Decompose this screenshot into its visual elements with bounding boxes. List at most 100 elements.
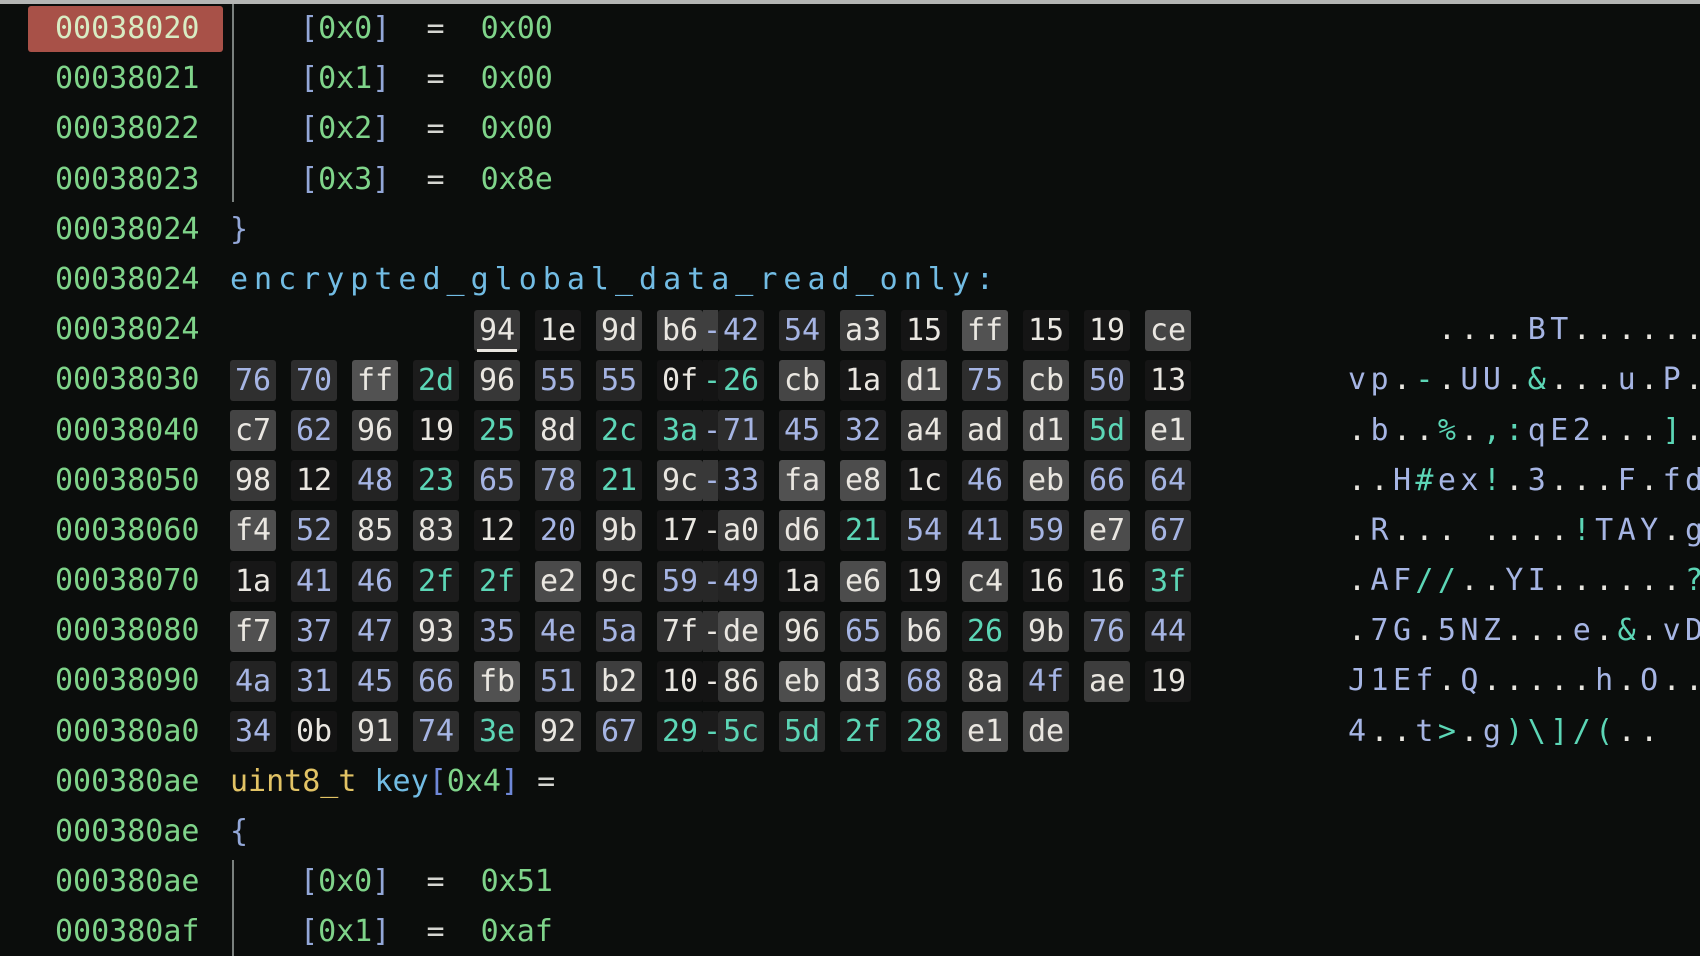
hex-byte-cell[interactable]: 5d bbox=[1084, 410, 1130, 452]
hex-byte-cell[interactable]: 3f bbox=[1145, 560, 1191, 602]
hex-byte-cell[interactable]: de bbox=[1023, 711, 1069, 753]
hex-byte-cell[interactable]: 75 bbox=[962, 359, 1008, 401]
hex-byte-cell[interactable]: 68 bbox=[901, 661, 947, 703]
equals-token[interactable]: = bbox=[426, 914, 445, 950]
hex-byte-cell[interactable]: 76 bbox=[1084, 610, 1130, 652]
address-gutter-item[interactable]: 000380ae bbox=[55, 763, 200, 799]
hex-byte-cell[interactable]: 19 bbox=[1084, 309, 1130, 351]
close-bracket-token[interactable]: ] bbox=[372, 864, 391, 900]
hex-byte-cell[interactable]: 8d bbox=[535, 410, 581, 452]
address-gutter-item[interactable]: 00038023 bbox=[55, 161, 200, 197]
hex-byte-cell[interactable]: 5a bbox=[596, 610, 642, 652]
brace-token[interactable]: } bbox=[230, 211, 249, 247]
byte-value-token[interactable]: 0x51 bbox=[480, 864, 553, 900]
hex-byte-cell[interactable]: 13 bbox=[1145, 359, 1191, 401]
address-gutter-item[interactable]: 000380a0 bbox=[55, 713, 200, 749]
address-gutter-item[interactable]: 000380af bbox=[55, 914, 200, 950]
hex-byte-cell[interactable]: 67 bbox=[596, 711, 642, 753]
hex-byte-cell[interactable]: 65 bbox=[840, 610, 886, 652]
type-keyword-token[interactable]: uint8_t bbox=[230, 763, 357, 799]
hex-byte-cell[interactable]: 21 bbox=[840, 510, 886, 552]
close-bracket-token[interactable]: ] bbox=[372, 111, 391, 147]
address-gutter-item-selected[interactable]: 00038020 bbox=[28, 6, 223, 52]
open-bracket-token[interactable]: [ bbox=[300, 914, 319, 950]
hex-byte-cell[interactable]: b6 bbox=[901, 610, 947, 652]
hex-byte-cell[interactable]: b6 bbox=[657, 309, 703, 351]
hex-byte-cell[interactable]: 64 bbox=[1145, 460, 1191, 502]
address-gutter-item[interactable]: 00038050 bbox=[55, 462, 200, 498]
hex-byte-cell[interactable]: c4 bbox=[962, 560, 1008, 602]
hex-byte-cell[interactable]: 12 bbox=[291, 460, 337, 502]
space[interactable] bbox=[445, 61, 481, 96]
hex-byte-cell[interactable]: 2d bbox=[413, 359, 459, 401]
close-bracket-token[interactable]: ] bbox=[372, 161, 391, 197]
space[interactable] bbox=[445, 11, 481, 46]
hex-byte-cell[interactable]: fa bbox=[779, 460, 825, 502]
hex-byte-cell[interactable]: d1 bbox=[901, 359, 947, 401]
ascii-column-text[interactable]: J1Ef.Q.....h.O.. bbox=[1348, 656, 1700, 706]
space[interactable] bbox=[390, 864, 426, 899]
address-gutter-item[interactable]: 00038090 bbox=[55, 663, 200, 699]
hex-byte-cell[interactable]: 2f bbox=[413, 560, 459, 602]
space[interactable] bbox=[445, 914, 481, 949]
hex-byte-cell[interactable]: 83 bbox=[413, 510, 459, 552]
open-bracket-token[interactable]: [ bbox=[300, 61, 319, 97]
array-index-token[interactable]: 0x0 bbox=[318, 11, 373, 46]
ascii-column-text[interactable]: .R... ....!TAY.g bbox=[1348, 506, 1700, 556]
ascii-column-text[interactable]: ..H#ex!.3...F.fd bbox=[1348, 456, 1700, 506]
hex-byte-cell[interactable]: d6 bbox=[779, 510, 825, 552]
open-bracket-token[interactable]: [ bbox=[300, 11, 319, 46]
hex-byte-cell[interactable]: 93 bbox=[413, 610, 459, 652]
space[interactable] bbox=[445, 162, 481, 197]
hex-byte-cell[interactable]: 2f bbox=[474, 560, 520, 602]
space[interactable] bbox=[445, 864, 481, 899]
hex-byte-cell[interactable]: 85 bbox=[352, 510, 398, 552]
hex-byte-cell[interactable]: 28 bbox=[901, 711, 947, 753]
equals-token[interactable]: = bbox=[426, 61, 445, 97]
hex-byte-cell[interactable]: 3e bbox=[474, 711, 520, 753]
hex-byte-cell[interactable]: 17 bbox=[657, 510, 703, 552]
brace-token[interactable]: { bbox=[230, 814, 249, 849]
hex-byte-cell[interactable]: 4a bbox=[230, 661, 276, 703]
hex-byte-cell[interactable]: de bbox=[718, 610, 764, 652]
open-bracket-token[interactable]: [ bbox=[300, 864, 319, 900]
close-bracket-token[interactable]: ] bbox=[500, 763, 519, 799]
array-index-token[interactable]: 0x2 bbox=[318, 111, 373, 147]
array-index-token[interactable]: 0x1 bbox=[318, 914, 373, 950]
ascii-column-text[interactable]: ....BT...... bbox=[1348, 305, 1700, 355]
hex-byte-cell[interactable]: 66 bbox=[1084, 460, 1130, 502]
open-bracket-token[interactable]: [ bbox=[428, 763, 447, 799]
hex-byte-cell[interactable]: 10 bbox=[657, 661, 703, 703]
ascii-column-text[interactable]: .AF//..YI......? bbox=[1348, 556, 1700, 606]
address-gutter-item[interactable]: 00038040 bbox=[55, 412, 200, 448]
hex-byte-cell[interactable]: 1a bbox=[840, 359, 886, 401]
hex-byte-cell[interactable]: 67 bbox=[1145, 510, 1191, 552]
hex-byte-cell[interactable]: 48 bbox=[352, 460, 398, 502]
hex-byte-cell[interactable]: 12 bbox=[474, 510, 520, 552]
hex-byte-cell[interactable]: 25 bbox=[474, 410, 520, 452]
ascii-column-text[interactable]: .b..%.,:qE2...]. bbox=[1348, 406, 1700, 456]
hex-byte-cell[interactable]: 33 bbox=[718, 460, 764, 502]
address-gutter-item[interactable]: 00038080 bbox=[55, 613, 200, 649]
hex-byte-cell[interactable]: 65 bbox=[474, 460, 520, 502]
hex-byte-cell[interactable]: 15 bbox=[901, 309, 947, 351]
hex-byte-cell[interactable]: 46 bbox=[352, 560, 398, 602]
hex-byte-cell[interactable]: 42 bbox=[718, 309, 764, 351]
data-symbol-label[interactable]: encrypted_global_data_read_only: bbox=[230, 261, 1000, 297]
hex-byte-cell[interactable]: 32 bbox=[840, 410, 886, 452]
address-gutter-item[interactable]: 000380ae bbox=[55, 864, 200, 900]
hex-byte-cell[interactable]: 2f bbox=[840, 711, 886, 753]
hex-byte-cell[interactable]: 1a bbox=[230, 560, 276, 602]
space[interactable] bbox=[390, 162, 426, 197]
space[interactable] bbox=[390, 914, 426, 949]
hex-byte-cell[interactable]: 29 bbox=[657, 711, 703, 753]
hex-byte-cell[interactable]: 94 bbox=[474, 309, 520, 352]
hex-byte-cell[interactable]: ce bbox=[1145, 309, 1191, 351]
array-index-token[interactable]: 0x0 bbox=[318, 864, 373, 900]
space[interactable] bbox=[445, 111, 481, 146]
equals-token[interactable]: = bbox=[426, 864, 445, 900]
hex-byte-cell[interactable]: 19 bbox=[901, 560, 947, 602]
equals-token[interactable]: = bbox=[426, 161, 445, 197]
hex-byte-cell[interactable]: 8a bbox=[962, 661, 1008, 703]
hex-byte-cell[interactable]: 9d bbox=[596, 309, 642, 351]
